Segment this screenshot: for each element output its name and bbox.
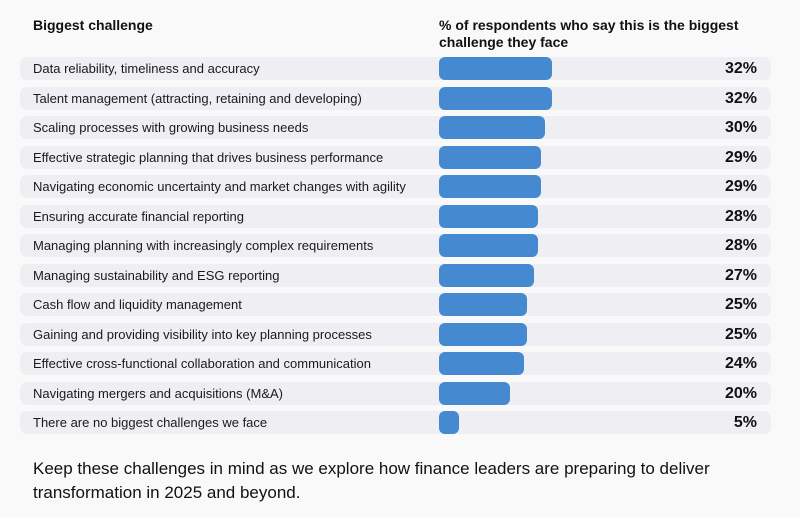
bar — [439, 234, 538, 257]
chart-row: Managing planning with increasingly comp… — [20, 234, 771, 257]
category-label: Effective strategic planning that drives… — [33, 149, 384, 165]
chart-row: Effective strategic planning that drives… — [20, 145, 771, 169]
bar — [439, 204, 538, 228]
chart-row: Effective cross-functional collaboration… — [20, 352, 771, 375]
chart-row: Ensuring accurate financial reporting 28% — [20, 204, 771, 228]
category-label: Managing sustainability and ESG reportin… — [33, 267, 280, 283]
value-label: 32% — [724, 60, 757, 77]
value-label: 25% — [724, 296, 757, 313]
bar — [439, 145, 542, 169]
chart-row: Data reliability, timeliness and accurac… — [20, 57, 771, 80]
bar — [439, 116, 545, 139]
value-label: 27% — [724, 266, 757, 284]
category-label: Managing planning with increasingly comp… — [33, 238, 374, 253]
chart-row: Cash flow and liquidity management 25% — [20, 293, 771, 316]
chart-row: Navigating mergers and acquisitions (M&A… — [20, 381, 771, 405]
category-label: Cash flow and liquidity management — [33, 297, 242, 312]
category-label: Scaling processes with growing business … — [33, 120, 309, 135]
value-label: 20% — [724, 384, 757, 402]
chart-row: Scaling processes with growing business … — [20, 116, 771, 139]
value-label: 28% — [724, 237, 757, 254]
category-label: Navigating mergers and acquisitions (M&A… — [33, 385, 283, 401]
bar — [439, 381, 510, 405]
bar-chart: Data reliability, timeliness and accurac… — [20, 57, 771, 441]
value-label: 28% — [724, 207, 757, 225]
value-label: 30% — [724, 119, 757, 136]
value-label: 24% — [724, 355, 757, 372]
bar — [439, 352, 524, 375]
column-header-percent: % of respondents who say this is the big… — [439, 17, 739, 50]
chart-row: Navigating economic uncertainty and mark… — [20, 175, 771, 198]
bar — [439, 293, 528, 316]
bar — [439, 263, 535, 287]
category-label: There are no biggest challenges we face — [33, 415, 268, 430]
category-label: Data reliability, timeliness and accurac… — [33, 61, 260, 76]
value-label: 29% — [724, 148, 757, 166]
value-label: 5% — [733, 414, 757, 431]
bar — [439, 86, 552, 110]
chart-row: Managing sustainability and ESG reportin… — [20, 263, 771, 287]
chart-row: There are no biggest challenges we face 5… — [20, 411, 771, 434]
bar — [439, 175, 542, 198]
bar — [439, 411, 459, 434]
chart-row: Talent management (attracting, retaining… — [20, 86, 771, 110]
value-label: 29% — [724, 178, 757, 195]
chart-row: Gaining and providing visibility into ke… — [20, 322, 771, 346]
bar — [439, 322, 528, 346]
category-label: Navigating economic uncertainty and mark… — [33, 179, 406, 194]
value-label: 32% — [724, 89, 757, 107]
category-label: Effective cross-functional collaboration… — [33, 356, 371, 371]
value-label: 25% — [724, 325, 757, 343]
bar — [439, 57, 552, 80]
footer-text: Keep these challenges in mind as we expl… — [33, 459, 710, 502]
category-label: Ensuring accurate financial reporting — [33, 208, 245, 224]
category-label: Gaining and providing visibility into ke… — [33, 326, 372, 342]
column-header-challenge: Biggest challenge — [33, 17, 153, 33]
category-label: Talent management (attracting, retaining… — [33, 90, 362, 106]
